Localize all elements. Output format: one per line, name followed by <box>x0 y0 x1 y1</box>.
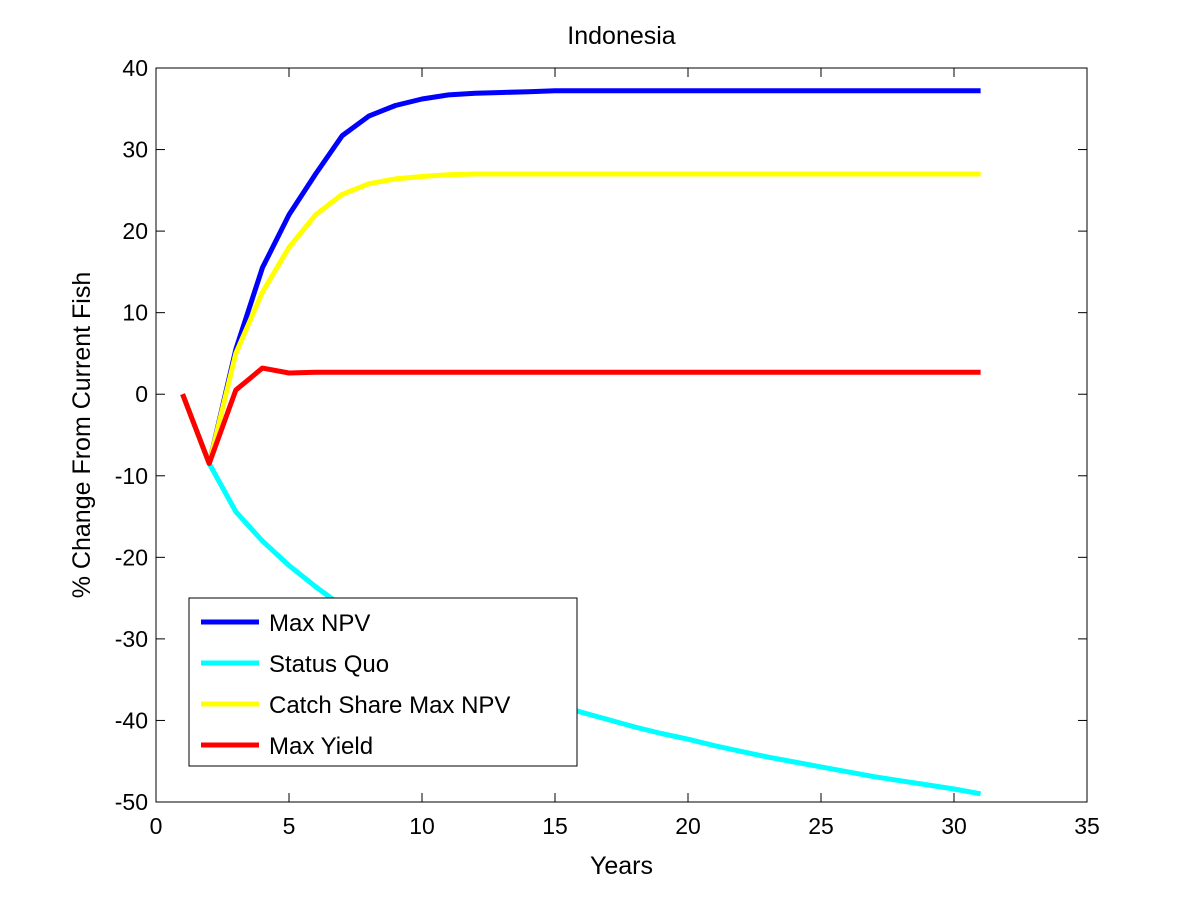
x-tick-label: 20 <box>675 813 701 839</box>
series-line-status-quo <box>180 393 982 797</box>
y-tick-label: -20 <box>115 544 148 570</box>
x-tick-label: 10 <box>409 813 435 839</box>
legend-box <box>188 597 578 767</box>
x-tick-label: 35 <box>1074 813 1100 839</box>
y-axis: -50 -40 -30 -20 -10 0 10 20 30 40 <box>115 55 1087 815</box>
legend-label-max-npv: Max NPV <box>269 610 370 637</box>
y-tick-label: 30 <box>122 137 148 163</box>
y-tick-label: 40 <box>122 55 148 81</box>
y-tick-label: 10 <box>122 300 148 326</box>
y-tick-label: -40 <box>115 707 148 733</box>
y-axis-title: % Change From Current Fish <box>68 272 96 599</box>
x-axis-title: Years <box>590 852 653 880</box>
y-tick-label: -30 <box>115 626 148 652</box>
series-layer <box>180 88 982 797</box>
plot-area-frame <box>155 67 1088 803</box>
chart-title: Indonesia <box>567 22 676 50</box>
x-tick-label: 15 <box>542 813 568 839</box>
series-line-max-npv <box>180 88 981 466</box>
x-axis: 0 5 10 15 20 25 30 35 <box>150 68 1100 839</box>
series-line-catch-share-max-npv <box>180 171 981 466</box>
y-tick-label: -50 <box>115 789 148 815</box>
legend: Max NPV Status Quo Catch Share Max NPV Max … <box>188 597 578 767</box>
legend-label-catch-share-max-npv: Catch Share Max NPV <box>269 692 510 719</box>
legend-label-status-quo: Status Quo <box>269 651 389 678</box>
x-tick-label: 30 <box>941 813 967 839</box>
y-tick-label: -10 <box>115 463 148 489</box>
legend-label-max-yield: Max Yield <box>269 733 373 760</box>
y-tick-label: 20 <box>122 218 148 244</box>
y-tick-label: 0 <box>135 381 148 407</box>
x-tick-label: 5 <box>283 813 296 839</box>
x-tick-label: 25 <box>808 813 834 839</box>
x-tick-label: 0 <box>150 813 163 839</box>
series-line-max-yield <box>180 365 981 466</box>
